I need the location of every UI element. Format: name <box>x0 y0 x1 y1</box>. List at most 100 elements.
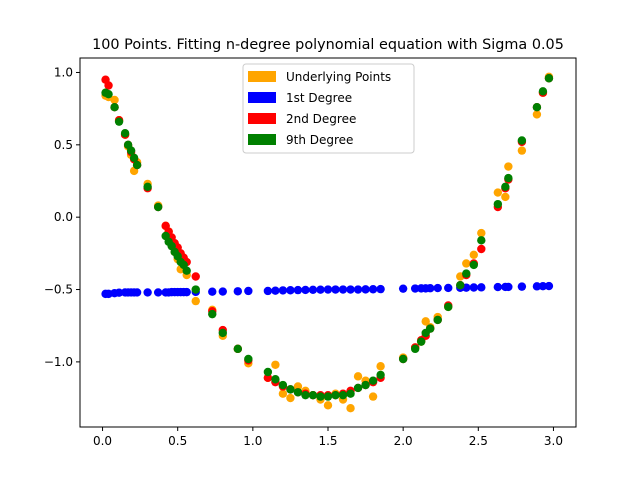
data-point <box>456 280 465 290</box>
data-point <box>218 328 227 338</box>
data-point <box>504 282 513 292</box>
data-point <box>376 284 385 294</box>
data-point <box>501 192 510 202</box>
data-point <box>517 146 527 155</box>
data-point <box>293 382 303 391</box>
x-tick-label: 1.0 <box>243 434 262 448</box>
data-point <box>410 344 420 354</box>
data-point <box>331 285 340 294</box>
legend-swatch <box>248 71 276 82</box>
data-point <box>104 81 113 90</box>
data-point <box>271 360 280 369</box>
x-tick-label: 0.0 <box>93 434 112 448</box>
data-point <box>416 337 426 346</box>
data-point <box>538 87 548 96</box>
data-point <box>308 285 318 295</box>
legend-swatch <box>248 134 276 145</box>
data-point <box>301 390 310 400</box>
data-point <box>353 372 363 381</box>
data-point <box>191 296 200 306</box>
data-point <box>544 281 554 291</box>
data-point <box>353 383 363 393</box>
data-point <box>293 388 303 397</box>
data-point <box>504 162 513 171</box>
data-point <box>191 285 200 294</box>
data-point <box>271 375 280 384</box>
data-point <box>323 401 333 410</box>
y-tick-label: 0.5 <box>54 138 73 152</box>
data-point <box>323 392 333 401</box>
y-axis: 1.0 0.5 0.0 −0.5 −1.0 <box>44 65 80 369</box>
data-point <box>532 103 542 112</box>
data-point <box>286 286 295 295</box>
data-point <box>361 285 370 294</box>
data-point <box>153 202 163 212</box>
data-point <box>233 287 243 296</box>
data-point <box>263 373 273 382</box>
y-tick-label: 1.0 <box>54 65 73 79</box>
data-point <box>263 367 273 377</box>
data-point <box>469 283 478 292</box>
x-tick-label: 1.5 <box>318 434 337 448</box>
y-tick-label: −1.0 <box>44 355 73 369</box>
data-point <box>477 228 486 238</box>
data-point <box>426 324 435 333</box>
data-point <box>132 160 142 170</box>
data-point <box>278 286 288 295</box>
data-point <box>120 129 130 138</box>
series-4 <box>101 74 554 401</box>
data-point <box>538 282 548 291</box>
y-tick-label: 0.0 <box>54 210 73 224</box>
data-point <box>532 282 542 291</box>
data-point <box>398 354 408 364</box>
data-point <box>346 403 355 413</box>
data-point <box>477 236 486 245</box>
data-point <box>517 282 527 291</box>
y-tick-label: −0.5 <box>44 283 73 297</box>
data-point <box>316 285 325 294</box>
data-point <box>504 173 513 183</box>
data-point <box>398 284 408 293</box>
plot-frame <box>79 57 577 428</box>
data-point <box>218 287 227 296</box>
data-point <box>126 146 136 155</box>
data-point <box>182 287 191 297</box>
data-point <box>493 199 503 209</box>
data-point <box>143 182 152 191</box>
data-point <box>244 354 253 364</box>
x-tick-label: 2.0 <box>394 434 413 448</box>
data-point <box>444 302 453 312</box>
data-point <box>278 389 288 398</box>
data-point <box>244 286 253 296</box>
data-point <box>114 117 124 126</box>
data-point <box>110 103 119 112</box>
data-point <box>376 362 385 371</box>
data-point <box>301 285 310 295</box>
data-point <box>153 288 163 297</box>
x-tick-label: 3.0 <box>544 434 563 448</box>
data-point <box>208 287 217 296</box>
data-point <box>129 153 139 163</box>
data-point <box>331 390 340 400</box>
data-point <box>532 110 542 119</box>
data-point <box>368 376 378 385</box>
data-point <box>278 380 288 390</box>
data-point <box>544 74 554 83</box>
data-point <box>263 286 273 296</box>
data-point <box>361 380 370 390</box>
legend-swatch <box>248 92 276 103</box>
data-point <box>233 344 243 354</box>
data-point <box>517 136 527 145</box>
data-point <box>286 385 295 394</box>
data-point <box>114 288 124 297</box>
data-point <box>469 250 478 259</box>
series-2 <box>101 281 554 299</box>
data-point <box>501 182 510 191</box>
data-point <box>110 95 119 105</box>
legend-label: Underlying Points <box>286 70 391 84</box>
data-point <box>368 392 378 401</box>
data-point <box>433 283 442 293</box>
data-point <box>410 284 420 293</box>
x-tick-label: 2.5 <box>469 434 488 448</box>
x-axis: 0.0 0.5 1.0 1.5 2.0 2.5 3.0 <box>93 427 563 448</box>
